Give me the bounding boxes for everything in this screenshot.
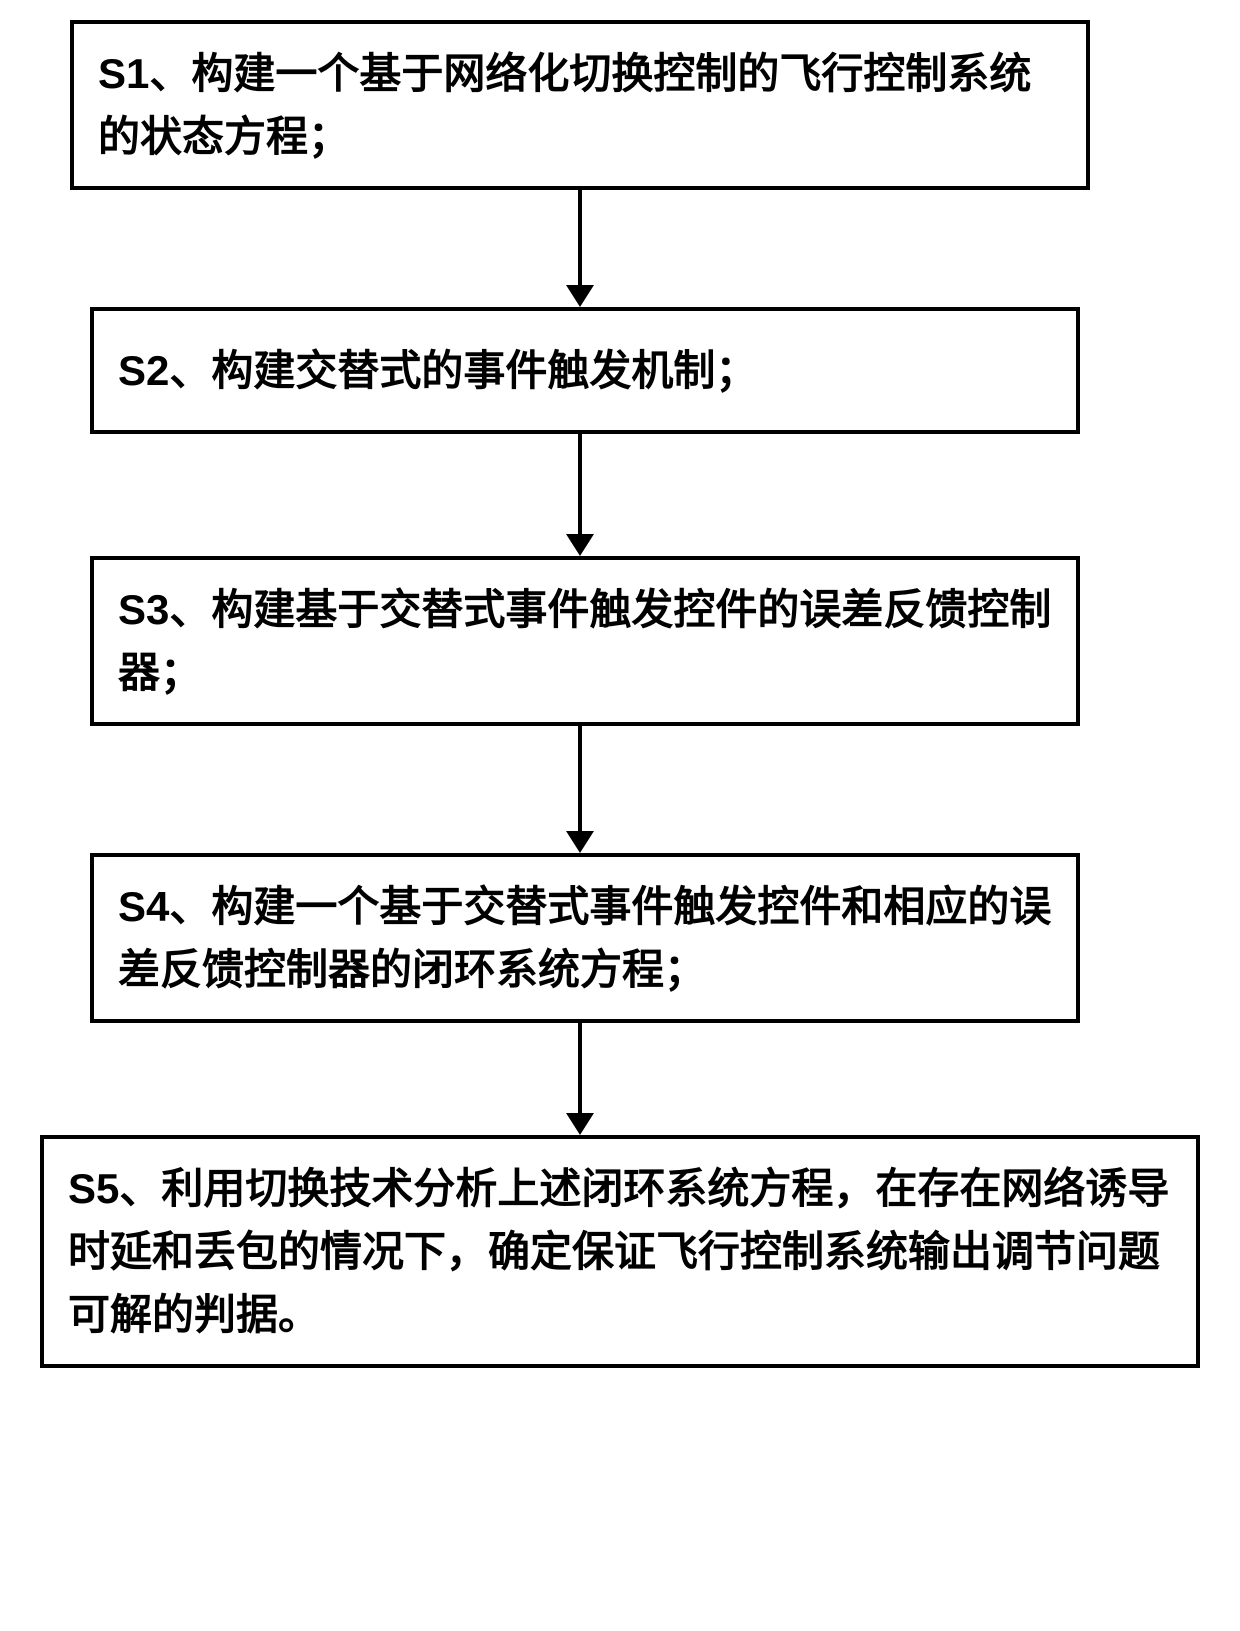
arrow-line (578, 190, 582, 285)
flowchart-arrow-4 (0, 1023, 1160, 1135)
arrow-head-icon (566, 534, 594, 556)
arrow-head-icon (566, 285, 594, 307)
flowchart-node-s2: S2、构建交替式的事件触发机制； (90, 307, 1080, 434)
node-s5-label: S5、利用切换技术分析上述闭环系统方程，在存在网络诱导时延和丢包的情况下，确定保… (68, 1165, 1169, 1338)
node-s4-label: S4、构建一个基于交替式事件触发控件和相应的误差反馈控制器的闭环系统方程； (118, 883, 1051, 993)
arrow-head-icon (566, 1113, 594, 1135)
node-s1-label: S1、构建一个基于网络化切换控制的飞行控制系统的状态方程； (98, 50, 1031, 160)
flowchart-node-s1: S1、构建一个基于网络化切换控制的飞行控制系统的状态方程； (70, 20, 1090, 190)
arrow-line (578, 434, 582, 534)
flowchart-node-s5: S5、利用切换技术分析上述闭环系统方程，在存在网络诱导时延和丢包的情况下，确定保… (40, 1135, 1200, 1368)
arrow-line (578, 1023, 582, 1113)
flowchart-arrow-3 (0, 726, 1160, 853)
arrow-line (578, 726, 582, 831)
flowchart-container: S1、构建一个基于网络化切换控制的飞行控制系统的状态方程； S2、构建交替式的事… (40, 20, 1200, 1368)
arrow-head-icon (566, 831, 594, 853)
flowchart-node-s3: S3、构建基于交替式事件触发控件的误差反馈控制器； (90, 556, 1080, 726)
flowchart-node-s4: S4、构建一个基于交替式事件触发控件和相应的误差反馈控制器的闭环系统方程； (90, 853, 1080, 1023)
node-s2-label: S2、构建交替式的事件触发机制； (118, 347, 757, 394)
flowchart-arrow-1 (0, 190, 1160, 307)
flowchart-arrow-2 (0, 434, 1160, 556)
node-s3-label: S3、构建基于交替式事件触发控件的误差反馈控制器； (118, 586, 1051, 696)
